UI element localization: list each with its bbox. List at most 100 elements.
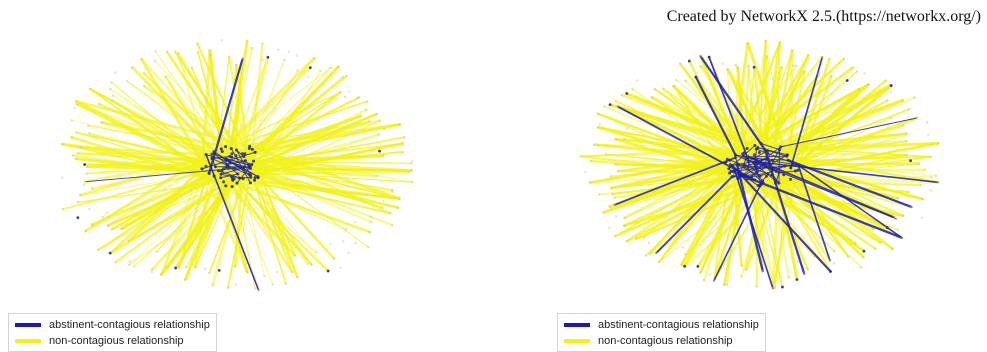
graph-node (736, 177, 739, 180)
graph-node (257, 176, 260, 179)
graph-node (901, 236, 904, 239)
legend-item-noncontagious: non-contagious relationship (15, 333, 210, 349)
legend-swatch-noncontagious (564, 339, 590, 343)
graph-node (143, 85, 146, 88)
graph-node (862, 256, 865, 259)
graph-node (211, 284, 214, 287)
graph-node (267, 56, 270, 59)
graph-node (348, 90, 351, 93)
graph-node (688, 60, 691, 63)
graph-node (747, 160, 750, 163)
graph-node (778, 41, 781, 44)
graph-node (261, 42, 264, 45)
graph-node (89, 88, 92, 91)
graph-node (778, 148, 781, 151)
graph-node (307, 76, 310, 79)
graph-node (197, 51, 200, 54)
graph-node (817, 73, 820, 76)
graph-node (696, 265, 699, 268)
graph-node (257, 289, 260, 292)
graph-node (598, 193, 601, 196)
graph-node (391, 190, 394, 193)
graph-node (344, 95, 347, 98)
network-graph-right (540, 0, 987, 300)
graph-node (91, 223, 94, 226)
graph-node (235, 64, 238, 67)
graph-node (342, 240, 345, 243)
graph-node (358, 96, 361, 99)
graph-node (359, 115, 362, 118)
graph-node (293, 254, 296, 257)
graph-node (205, 153, 208, 156)
legend-swatch-noncontagious (15, 339, 41, 343)
graph-node (288, 50, 291, 53)
graph-node (780, 66, 783, 69)
graph-node (796, 278, 799, 281)
graph-node (209, 49, 212, 52)
network-panel-left: abstinent-contagious relationship non-co… (0, 0, 470, 350)
graph-node (378, 150, 381, 153)
graph-node (833, 250, 836, 253)
graph-node (699, 271, 702, 274)
graph-node (249, 181, 252, 184)
legend-label-noncontagious: non-contagious relationship (598, 335, 733, 347)
graph-node (109, 252, 112, 255)
graph-node (893, 216, 896, 219)
graph-node (917, 162, 920, 165)
graph-node (703, 279, 706, 282)
graph-node (220, 173, 223, 176)
graph-node (235, 283, 238, 286)
graph-node (368, 120, 371, 123)
graph-node (166, 51, 169, 54)
graph-node (411, 160, 414, 163)
graph-node (699, 55, 702, 58)
graph-node (76, 103, 79, 106)
graph-node (128, 240, 131, 243)
graph-node (224, 145, 227, 148)
graph-node (241, 152, 244, 155)
graph-node (879, 241, 882, 244)
graph-node (184, 278, 187, 281)
graph-node (219, 176, 222, 179)
graph-node (789, 178, 792, 181)
graph-node (131, 66, 134, 69)
graph-node (277, 48, 280, 51)
graph-node (337, 65, 340, 68)
graph-node (315, 251, 318, 254)
graph-node (70, 119, 73, 122)
graph-node (381, 206, 384, 209)
graph-node (220, 147, 223, 150)
graph-node (185, 266, 188, 269)
graph-node (252, 160, 255, 163)
graph-node (236, 173, 239, 176)
graph-node (605, 153, 608, 156)
graph-node (649, 252, 652, 255)
graph-node (249, 173, 252, 176)
graph-node (367, 246, 370, 249)
graph-node (863, 72, 866, 75)
graph-node (746, 147, 749, 150)
graph-node (222, 167, 225, 170)
graph-node (291, 271, 294, 274)
graph-node (729, 163, 732, 166)
graph-node (829, 259, 832, 262)
graph-node (821, 56, 824, 59)
legend-swatch-abstinent (15, 323, 41, 327)
graph-node (609, 205, 612, 208)
graph-node (213, 175, 216, 178)
graph-node (683, 265, 686, 268)
graph-node (211, 156, 214, 159)
graph-node (886, 226, 889, 229)
graph-node (625, 92, 628, 95)
graph-node (296, 276, 299, 279)
graph-node (370, 221, 373, 224)
graph-node (339, 266, 342, 269)
graph-node (609, 103, 612, 106)
graph-node (764, 40, 767, 43)
graph-node (228, 56, 231, 59)
legend-label-abstinent: abstinent-contagious relationship (598, 319, 759, 331)
graph-node (867, 83, 870, 86)
graph-node (772, 167, 775, 170)
graph-node (934, 174, 937, 177)
graph-node (803, 273, 806, 276)
